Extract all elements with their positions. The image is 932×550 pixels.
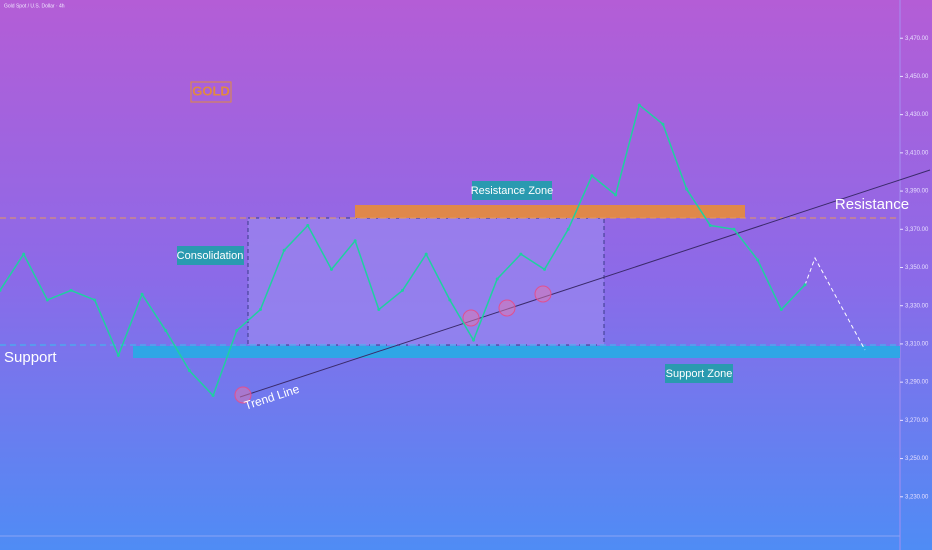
- resistance-zone-label: Resistance Zone: [471, 185, 554, 197]
- support-band: [133, 346, 900, 358]
- support-label: Support: [4, 349, 57, 366]
- touch-points: [234, 285, 552, 404]
- price-point: [519, 252, 523, 256]
- price-point: [685, 187, 689, 191]
- y-tick-label: 3,310.00: [905, 342, 929, 348]
- price-point: [282, 248, 286, 252]
- y-tick-label: 3,230.00: [905, 494, 929, 500]
- trend-line: [239, 169, 931, 398]
- resistance-band: [355, 205, 745, 218]
- y-tick-label: 3,350.00: [905, 265, 929, 271]
- price-point: [211, 394, 215, 398]
- support-zone-label: Support Zone: [666, 368, 733, 380]
- price-point: [45, 298, 49, 302]
- price-point: [187, 369, 191, 373]
- price-point: [93, 298, 97, 302]
- y-tick-label: 3,470.00: [905, 36, 929, 42]
- price-point: [306, 223, 310, 227]
- price-point: [140, 292, 144, 296]
- price-point: [69, 288, 73, 292]
- y-tick-label: 3,270.00: [905, 418, 929, 424]
- price-point: [661, 122, 665, 126]
- price-point: [424, 252, 428, 256]
- y-tick-label: 3,410.00: [905, 150, 929, 156]
- price-point: [377, 308, 381, 312]
- price-point: [0, 288, 2, 292]
- label-box: [472, 181, 552, 200]
- price-point: [258, 308, 262, 312]
- price-point: [803, 283, 807, 287]
- logo-box: [190, 81, 232, 103]
- price-point: [637, 103, 641, 107]
- price-point: [448, 298, 452, 302]
- price-point: [235, 329, 239, 333]
- price-point: [401, 288, 404, 292]
- y-tick-label: 3,290.00: [905, 380, 929, 386]
- consolidation-label: Consolidation: [177, 250, 244, 262]
- y-tick-label: 3,370.00: [905, 227, 929, 233]
- price-point: [708, 223, 712, 227]
- chart-title: Gold Spot / U.S. Dollar · 4h: [4, 3, 65, 9]
- price-point: [756, 258, 760, 262]
- price-point: [329, 267, 333, 271]
- price-point: [566, 227, 570, 231]
- price-point: [543, 267, 547, 271]
- price-point: [116, 353, 120, 357]
- price-point: [779, 308, 783, 312]
- y-tick-label: 3,250.00: [905, 456, 929, 462]
- price-point: [22, 252, 26, 256]
- label-box: [665, 364, 733, 383]
- price-point: [590, 174, 594, 178]
- price-point: [614, 193, 618, 197]
- consolidation-box: [247, 217, 605, 346]
- price-point: [732, 227, 736, 231]
- price-point: [472, 338, 476, 342]
- y-tick-label: 3,430.00: [905, 112, 929, 118]
- price-point: [353, 239, 357, 243]
- resistance-label: Resistance: [835, 196, 909, 213]
- projection: [804, 256, 866, 351]
- y-tick-label: 3,390.00: [905, 189, 929, 195]
- price-point: [164, 329, 168, 333]
- y-tick-label: 3,330.00: [905, 303, 929, 309]
- logo: GOLD: [192, 83, 230, 98]
- price-point: [495, 277, 499, 281]
- y-tick-label: 3,450.00: [905, 74, 929, 80]
- label-box: [177, 246, 244, 265]
